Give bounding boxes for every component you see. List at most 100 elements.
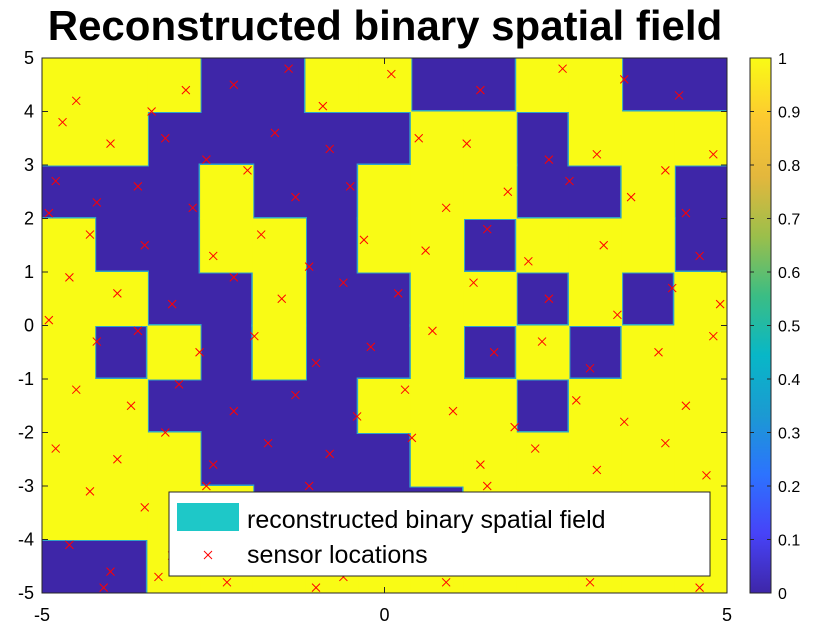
field-cell (516, 432, 570, 487)
y-axis: 5 4 3 2 1 0 -1 -2 -3 -4 -5 (18, 48, 727, 603)
sensor-point (304, 262, 314, 272)
field-cell (410, 218, 465, 273)
sensor-point (530, 444, 540, 453)
sensor-point (51, 444, 61, 453)
sensor-point (249, 331, 259, 341)
field-cell (463, 111, 517, 166)
sensor-point (592, 149, 602, 159)
sensor-point (489, 347, 499, 357)
sensor-point (71, 385, 81, 395)
sensor-point (277, 294, 287, 304)
field-cell (42, 272, 96, 326)
sensor-point (708, 331, 718, 341)
sensor-point (674, 91, 684, 100)
field-cell (252, 272, 306, 326)
sensor-point (229, 80, 239, 90)
field-cell (94, 486, 148, 540)
field-cell (410, 272, 465, 326)
field-cell (94, 432, 148, 487)
field-cell (147, 432, 201, 487)
sensor-point (147, 107, 156, 116)
sensor-point (667, 283, 677, 293)
sensor-point (51, 176, 61, 186)
sensor-point (208, 460, 218, 469)
sensor-point (58, 117, 67, 127)
sensor-point (270, 128, 280, 138)
y-tick-label: 2 (24, 209, 34, 229)
y-tick-label: -3 (18, 476, 34, 496)
field-cell (674, 379, 727, 433)
field-cell (358, 379, 412, 433)
colorbar-tick-label: 0.9 (778, 105, 800, 122)
sensor-point (345, 182, 355, 191)
field-cell (252, 218, 306, 273)
colorbar-tick-label: 0.5 (778, 319, 800, 336)
sensor-point (44, 315, 54, 325)
sensor-point (654, 347, 663, 357)
sensor-point (476, 460, 485, 469)
sensor-point (311, 583, 321, 593)
field-cell (674, 111, 727, 166)
field-cell (674, 325, 727, 380)
legend-field-swatch (177, 503, 239, 531)
sensor-point (106, 139, 115, 148)
sensor-point (619, 417, 629, 427)
sensor-point (421, 246, 430, 255)
field-cell (621, 111, 675, 166)
sensor-point (428, 326, 437, 336)
sensor-point (85, 486, 95, 496)
field-cell (410, 432, 465, 487)
sensor-point (65, 540, 74, 550)
sensor-point (126, 401, 136, 411)
sensor-point (366, 342, 376, 352)
field-cell (358, 218, 412, 273)
field-cell (516, 218, 570, 273)
sensor-point (565, 176, 574, 186)
field-cell (463, 432, 517, 487)
field-cell (94, 58, 148, 112)
y-tick-label: -5 (18, 583, 34, 603)
sensor-point (65, 272, 74, 282)
field-cell (621, 379, 675, 433)
field-cell (42, 111, 96, 166)
field-cell (621, 165, 675, 219)
sensor-point (284, 64, 293, 74)
sensor-point (229, 272, 239, 282)
sensor-point (44, 208, 54, 218)
field-cell (358, 58, 412, 112)
field-cell (568, 432, 623, 487)
sensor-point (571, 396, 581, 405)
field-cell (42, 325, 96, 380)
sensor-point (243, 165, 252, 175)
field-cell (94, 379, 148, 433)
sensor-point (681, 401, 691, 411)
field-cell (200, 218, 254, 273)
legend-box (168, 491, 711, 577)
sensor-point (311, 358, 321, 368)
sensor-point (256, 230, 266, 239)
legend-x-marker (203, 550, 213, 560)
legend-sensor-marker (203, 550, 213, 560)
x-tick-label: 0 (379, 605, 389, 625)
sensor-point (202, 155, 211, 165)
sensor-point (318, 101, 328, 111)
sensor-point (510, 422, 520, 432)
sensor-point (393, 289, 403, 298)
colorbar-tick-label: 1 (778, 51, 787, 68)
field-cell (42, 218, 96, 273)
field-cell (42, 58, 96, 112)
sensor-point (695, 583, 704, 593)
sensor-point (112, 454, 122, 464)
sensor-point (386, 69, 396, 79)
sensor-point (613, 310, 622, 320)
sensor-point (222, 577, 232, 587)
sensor-point (708, 149, 718, 159)
y-tick-label: 0 (24, 316, 34, 336)
field-cell (147, 58, 201, 112)
sensor-point (469, 278, 478, 288)
sensor-point (585, 577, 595, 587)
sensor-point (544, 155, 554, 165)
sensor-point (154, 572, 163, 582)
field-cell (674, 272, 727, 326)
